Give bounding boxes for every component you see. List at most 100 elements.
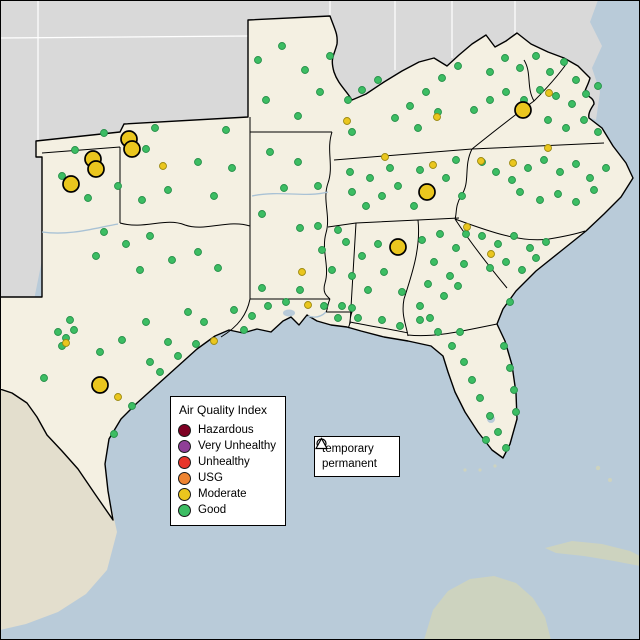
station-point bbox=[142, 145, 150, 153]
small-islands bbox=[463, 464, 612, 482]
shape-legend: temporary permanent bbox=[314, 436, 400, 477]
unhealthy-swatch-icon bbox=[178, 455, 191, 469]
station-point bbox=[294, 158, 302, 166]
station-point bbox=[342, 238, 350, 246]
station-point bbox=[156, 368, 164, 376]
station-point bbox=[174, 352, 182, 360]
station-point bbox=[414, 124, 422, 132]
station-point bbox=[454, 282, 462, 290]
legend-label: USG bbox=[198, 472, 223, 484]
station-point bbox=[258, 210, 266, 218]
station-point bbox=[554, 190, 562, 198]
station-point bbox=[62, 175, 80, 193]
station-point bbox=[100, 228, 108, 236]
legend-label: Hazardous bbox=[198, 424, 254, 436]
station-point bbox=[164, 186, 172, 194]
station-point bbox=[470, 106, 478, 114]
station-point bbox=[282, 298, 290, 306]
station-point bbox=[320, 302, 328, 310]
station-point bbox=[452, 156, 460, 164]
station-point bbox=[296, 286, 304, 294]
station-point bbox=[492, 168, 500, 176]
station-point bbox=[396, 322, 404, 330]
station-point bbox=[314, 182, 322, 190]
legend-item-temporary: temporary bbox=[316, 438, 393, 456]
station-point bbox=[200, 318, 208, 326]
station-point bbox=[429, 161, 437, 169]
temporary-moderate-stations-layer bbox=[62, 101, 532, 394]
station-point bbox=[572, 160, 580, 168]
station-point bbox=[362, 202, 370, 210]
station-point bbox=[494, 240, 502, 248]
legend-item-moderate: Moderate bbox=[178, 486, 279, 502]
station-point bbox=[463, 223, 471, 231]
station-point bbox=[280, 184, 288, 192]
station-point bbox=[348, 272, 356, 280]
station-point bbox=[301, 66, 309, 74]
station-point bbox=[486, 96, 494, 104]
station-point bbox=[296, 224, 304, 232]
station-point bbox=[114, 393, 122, 401]
station-point bbox=[294, 112, 302, 120]
station-point bbox=[96, 348, 104, 356]
station-point bbox=[510, 232, 518, 240]
station-point bbox=[510, 386, 518, 394]
station-point bbox=[446, 272, 454, 280]
station-point bbox=[210, 337, 218, 345]
station-point bbox=[501, 54, 509, 62]
legend-label: Good bbox=[198, 504, 227, 516]
station-point bbox=[422, 88, 430, 96]
station-point bbox=[168, 256, 176, 264]
station-point bbox=[542, 238, 550, 246]
station-point bbox=[544, 144, 552, 152]
station-point bbox=[524, 164, 532, 172]
station-point bbox=[514, 101, 532, 119]
yucatan-peninsula bbox=[424, 576, 551, 640]
station-point bbox=[151, 124, 159, 132]
station-point bbox=[318, 246, 326, 254]
station-point bbox=[358, 252, 366, 260]
station-point bbox=[582, 90, 590, 98]
station-point bbox=[532, 254, 540, 262]
station-point bbox=[138, 196, 146, 204]
lake-pontchartrain bbox=[283, 309, 295, 317]
very-unhealthy-swatch-icon bbox=[178, 439, 191, 453]
station-point bbox=[70, 326, 78, 334]
station-point bbox=[546, 68, 554, 76]
station-point bbox=[460, 358, 468, 366]
station-point bbox=[416, 302, 424, 310]
station-point bbox=[58, 172, 66, 180]
station-point bbox=[586, 174, 594, 182]
mexico-land bbox=[0, 370, 117, 630]
station-point bbox=[91, 376, 109, 394]
moderate-stations-layer bbox=[62, 89, 553, 401]
station-point bbox=[433, 113, 441, 121]
station-point bbox=[118, 336, 126, 344]
station-point bbox=[512, 408, 520, 416]
station-point bbox=[500, 342, 508, 350]
station-point bbox=[381, 153, 389, 161]
station-point bbox=[326, 52, 334, 60]
legend-label: Very Unhealthy bbox=[198, 440, 276, 452]
station-point bbox=[552, 92, 560, 100]
station-point bbox=[580, 116, 588, 124]
station-point bbox=[348, 304, 356, 312]
station-point bbox=[100, 129, 108, 137]
legend-item-usg: USG bbox=[178, 470, 279, 486]
station-point bbox=[374, 76, 382, 84]
station-point bbox=[348, 128, 356, 136]
station-point bbox=[476, 394, 484, 402]
aqi-legend: Air Quality Index Hazardous Very Unhealt… bbox=[170, 396, 286, 526]
station-point bbox=[477, 157, 485, 165]
station-point bbox=[560, 58, 568, 66]
station-point bbox=[354, 314, 362, 322]
station-point bbox=[590, 186, 598, 194]
station-point bbox=[358, 86, 366, 94]
station-point bbox=[366, 174, 374, 182]
station-point bbox=[389, 238, 407, 256]
station-point bbox=[114, 182, 122, 190]
station-point bbox=[164, 338, 172, 346]
station-point bbox=[568, 100, 576, 108]
station-point bbox=[348, 188, 356, 196]
